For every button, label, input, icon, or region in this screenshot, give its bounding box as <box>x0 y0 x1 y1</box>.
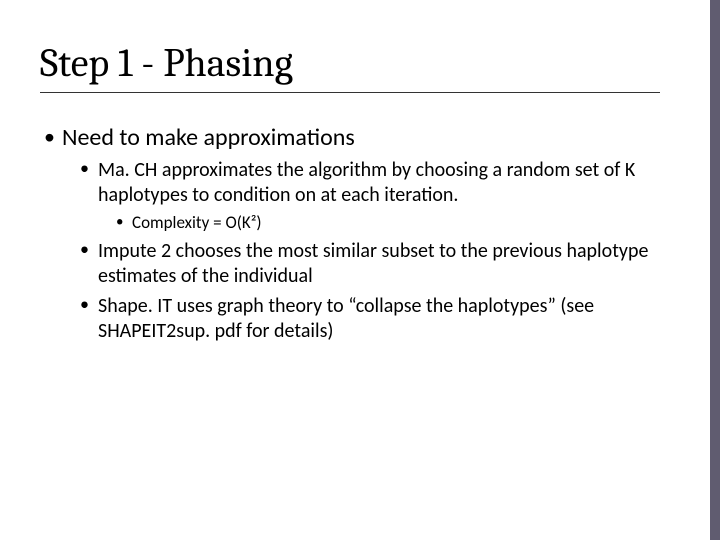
side-accent-bar <box>710 0 720 540</box>
bullet-lvl2: Impute 2 chooses the most similar subset… <box>78 239 660 288</box>
bullet-lvl1-text: Need to make approximations <box>62 123 355 152</box>
bullet-list-lvl2: Ma. CH approximates the algorithm by cho… <box>62 158 660 343</box>
bullet-lvl3: Complexity = O(K²) <box>114 213 660 233</box>
bullet-list-lvl3: Complexity = O(K²) <box>98 213 660 233</box>
bullet-lvl2-text: Shape. IT uses graph theory to “collapse… <box>98 294 594 342</box>
slide: Step 1 - Phasing Need to make approximat… <box>0 0 720 540</box>
bullet-list-lvl1: Need to make approximations Ma. CH appro… <box>40 124 660 343</box>
bullet-lvl1: Need to make approximations Ma. CH appro… <box>40 124 660 343</box>
bullet-lvl2: Shape. IT uses graph theory to “collapse… <box>78 294 660 343</box>
bullet-lvl2-text: Impute 2 chooses the most similar subset… <box>98 239 648 287</box>
bullet-lvl2-text: Ma. CH approximates the algorithm by cho… <box>98 158 635 206</box>
bullet-lvl3-text: Complexity = O(K²) <box>132 212 262 233</box>
slide-title: Step 1 - Phasing <box>40 40 660 93</box>
bullet-lvl2: Ma. CH approximates the algorithm by cho… <box>78 158 660 233</box>
slide-content: Need to make approximations Ma. CH appro… <box>40 124 660 349</box>
